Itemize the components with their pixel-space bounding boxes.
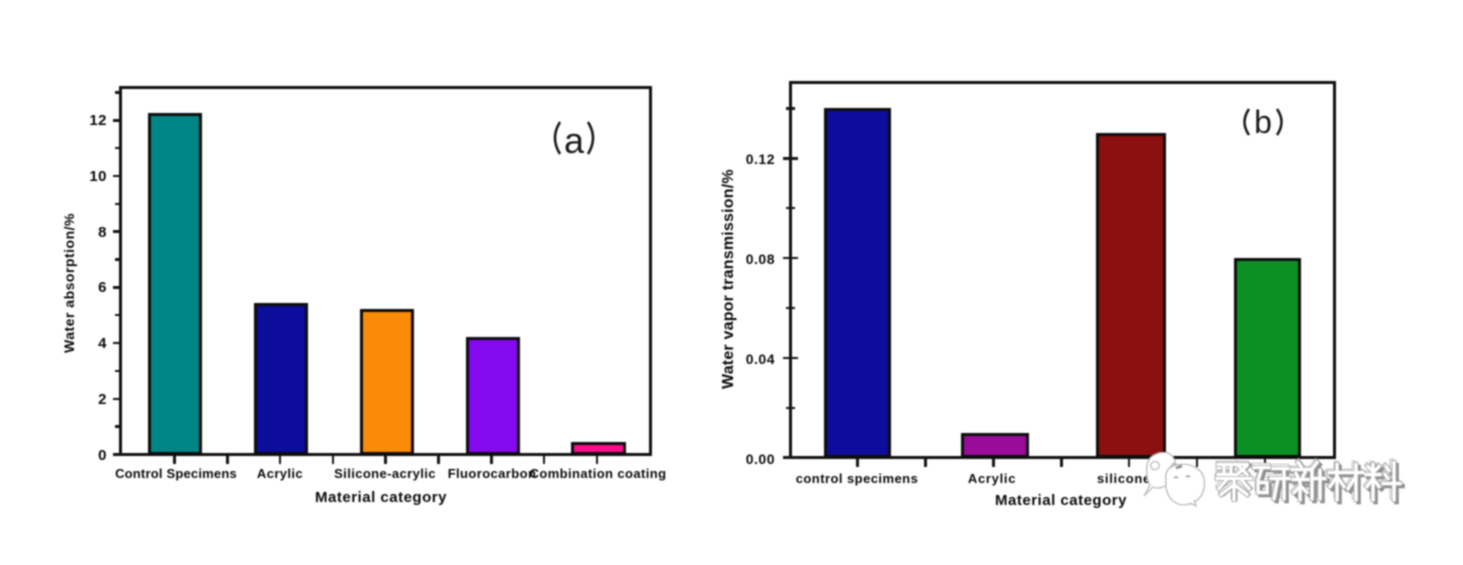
svg-text:b: b — [1254, 106, 1272, 140]
svg-text:a: a — [564, 120, 585, 161]
